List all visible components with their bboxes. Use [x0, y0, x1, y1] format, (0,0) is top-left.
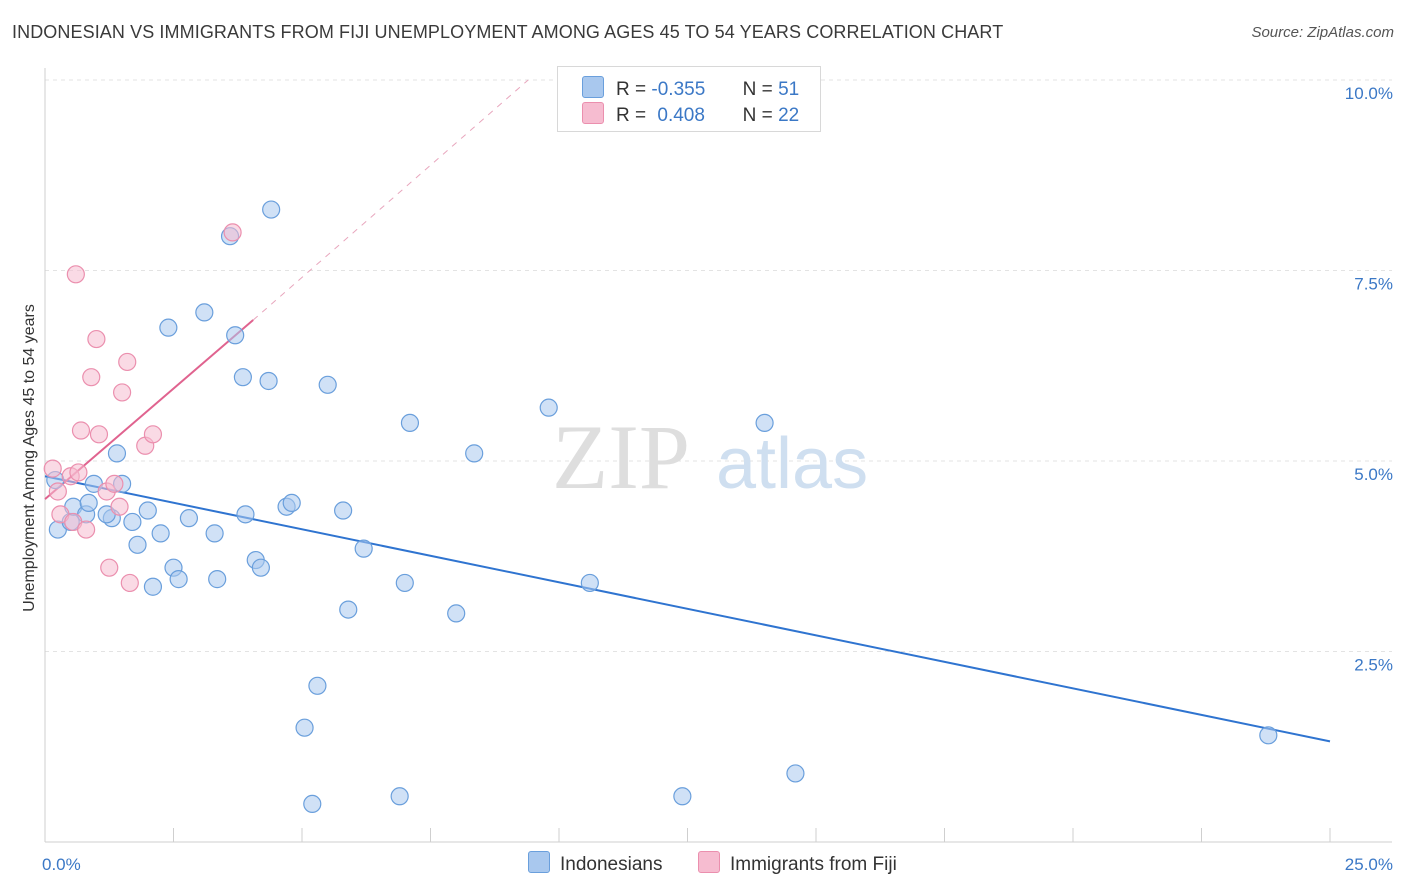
- point-indonesians: [233, 368, 252, 387]
- point-indonesians: [447, 604, 466, 623]
- point-indonesians: [226, 326, 245, 345]
- point-indonesians: [128, 535, 147, 554]
- y-tick-labels: 2.5% 5.0% 7.5% 10.0%: [1345, 84, 1393, 675]
- x-tick-labels: 0.0% 25.0%: [42, 855, 1393, 874]
- legend-r-value: -0.355: [651, 79, 706, 100]
- point-indonesians: [107, 444, 127, 463]
- legend-n-value: 51: [778, 79, 800, 100]
- point-fiji: [120, 573, 139, 593]
- point-fiji: [112, 383, 132, 402]
- trend-line-indonesians: [44, 475, 1331, 743]
- bottom-legend-swatch-blue: [528, 851, 550, 873]
- watermark-zip: ZIP: [552, 406, 690, 508]
- point-fiji: [77, 520, 96, 539]
- legend-r-label: R =: [616, 105, 647, 126]
- point-indonesians: [208, 570, 227, 589]
- point-indonesians: [400, 413, 420, 432]
- point-indonesians: [159, 318, 178, 337]
- point-fiji: [87, 329, 106, 349]
- point-indonesians: [123, 512, 142, 532]
- watermark-atlas: atlas: [716, 424, 868, 504]
- point-indonesians: [259, 371, 278, 391]
- point-fiji: [66, 265, 85, 284]
- axes: [44, 68, 1392, 843]
- point-fiji: [118, 352, 137, 372]
- point-indonesians: [143, 577, 163, 596]
- point-indonesians: [673, 787, 692, 806]
- legend-row-indonesians: R = -0.355 N = 51: [582, 76, 799, 104]
- legend-n-label: N =: [742, 105, 773, 126]
- bottom-legend-fiji: Immigrants from Fiji: [698, 851, 897, 876]
- bottom-legend-indonesians: Indonesians: [528, 851, 662, 876]
- point-fiji: [105, 474, 124, 493]
- point-indonesians: [303, 794, 322, 814]
- point-indonesians: [151, 524, 170, 543]
- point-indonesians: [339, 600, 358, 619]
- point-indonesians: [334, 501, 353, 520]
- source-label: Source: ZipAtlas.com: [1251, 24, 1394, 41]
- legend-r-value: 0.408: [657, 105, 705, 126]
- point-indonesians: [236, 505, 255, 524]
- point-indonesians: [395, 573, 414, 593]
- point-indonesians: [539, 398, 558, 417]
- legend-row-fiji: R = 0.408 N = 22: [582, 102, 799, 130]
- legend-swatch-pink: [582, 102, 604, 124]
- point-indonesians: [179, 509, 199, 528]
- y-tick-label: 10.0%: [1345, 84, 1393, 103]
- legend-swatch-blue: [582, 76, 604, 98]
- point-fiji: [110, 497, 129, 516]
- point-indonesians: [295, 718, 314, 737]
- point-indonesians: [251, 558, 270, 577]
- point-indonesians: [1259, 726, 1278, 745]
- point-indonesians: [308, 676, 327, 695]
- x-tick-label: 0.0%: [42, 855, 81, 874]
- watermark: ZIP atlas: [552, 406, 868, 508]
- point-indonesians: [282, 493, 301, 513]
- point-indonesians: [195, 303, 214, 322]
- correlation-legend: R = -0.355 N = 51 R = 0.408 N = 22: [557, 66, 821, 132]
- point-fiji: [69, 463, 88, 482]
- point-indonesians: [318, 375, 337, 394]
- y-tick-label: 2.5%: [1354, 656, 1393, 675]
- point-indonesians: [755, 413, 774, 432]
- x-tick-label: 25.0%: [1345, 855, 1393, 874]
- point-indonesians: [390, 787, 409, 806]
- point-fiji: [48, 482, 67, 501]
- point-fiji: [82, 368, 101, 387]
- point-fiji: [43, 459, 62, 478]
- point-fiji: [71, 421, 91, 440]
- point-indonesians: [169, 570, 188, 589]
- point-fiji: [223, 223, 242, 242]
- bottom-legend-label-fiji: Immigrants from Fiji: [730, 854, 897, 875]
- legend-n-label: N =: [742, 79, 773, 100]
- point-fiji: [89, 425, 109, 444]
- bottom-legend-label-indonesians: Indonesians: [560, 854, 663, 875]
- point-indonesians: [786, 764, 805, 783]
- point-indonesians: [354, 539, 373, 558]
- legend-n-value: 22: [778, 105, 800, 126]
- gridlines: [45, 79, 1392, 652]
- point-indonesians: [79, 493, 98, 513]
- point-fiji: [143, 425, 163, 444]
- y-tick-label: 7.5%: [1354, 275, 1393, 294]
- trend-line-fiji-extension: [252, 79, 529, 321]
- data-points: [43, 200, 1278, 814]
- point-indonesians: [465, 444, 484, 463]
- bottom-legend-swatch-pink: [698, 851, 720, 873]
- legend-r-label: R =: [616, 79, 647, 100]
- point-indonesians: [205, 524, 224, 543]
- point-fiji: [100, 558, 119, 577]
- chart-title: INDONESIAN VS IMMIGRANTS FROM FIJI UNEMP…: [12, 22, 1004, 42]
- point-indonesians: [138, 501, 157, 520]
- y-tick-label: 5.0%: [1354, 465, 1393, 484]
- point-indonesians: [262, 200, 281, 219]
- point-indonesians: [580, 573, 599, 593]
